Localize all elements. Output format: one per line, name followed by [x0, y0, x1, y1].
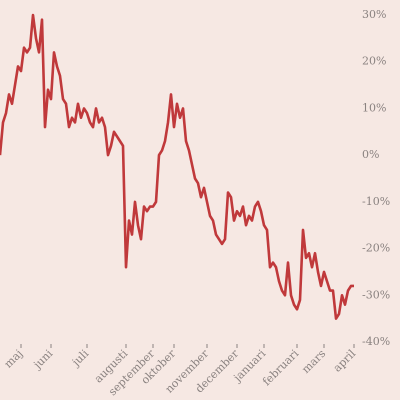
y-tick-label: 20%: [362, 55, 386, 68]
y-tick-label: 10%: [362, 101, 386, 114]
y-tick-label: -10%: [362, 195, 390, 208]
y-tick-label: -30%: [362, 288, 390, 301]
y-tick-label: 0%: [362, 148, 379, 161]
y-tick-label: 30%: [362, 8, 386, 21]
y-tick-label: -20%: [362, 242, 390, 255]
y-tick-label: -40%: [362, 335, 390, 348]
line: [0, 13, 354, 320]
